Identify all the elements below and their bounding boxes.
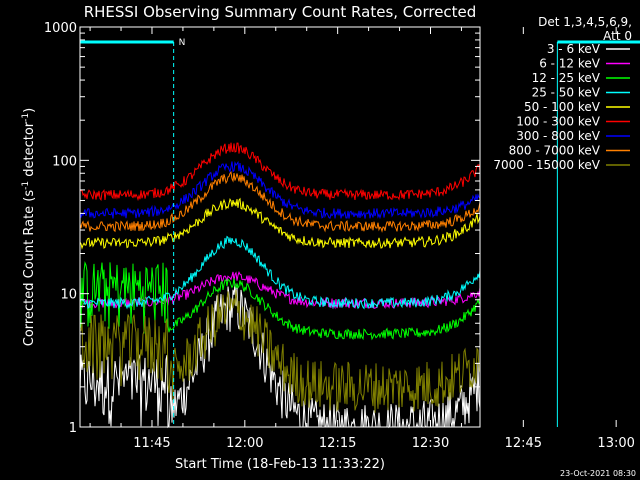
legend-label: 3 - 6 keV xyxy=(547,42,601,56)
legend-label: 50 - 100 keV xyxy=(524,100,601,114)
y-axis-label-sup1: -1 xyxy=(21,181,31,190)
night-label: N xyxy=(179,38,186,48)
y-tick-label: 1000 xyxy=(44,21,77,36)
legend-label: 100 - 300 keV xyxy=(516,115,600,129)
legend-label: 25 - 50 keV xyxy=(532,86,601,100)
plot-frame xyxy=(79,26,481,428)
x-tick-label: 12:30 xyxy=(412,436,449,451)
series-line xyxy=(79,289,481,413)
x-tick-label: 13:00 xyxy=(597,436,634,451)
y-axis-label-main: Corrected Count Rate (s xyxy=(22,190,37,347)
series-line xyxy=(79,283,481,429)
x-tick-label: 11:45 xyxy=(133,436,170,451)
series-line xyxy=(79,160,481,220)
legend-label: 12 - 25 keV xyxy=(532,71,601,85)
series-line xyxy=(79,171,481,233)
legend-label: 300 - 800 keV xyxy=(516,129,600,143)
y-axis-label-mid: detector xyxy=(22,121,37,181)
y-tick-label: 100 xyxy=(52,154,77,169)
chart-title: RHESSI Observing Summary Count Rates, Co… xyxy=(84,3,477,21)
footer-date: 23-Oct-2021 08:30 xyxy=(560,469,636,478)
series-line xyxy=(79,261,481,341)
x-axis-label: Start Time (18-Feb-13 11:33:22) xyxy=(175,457,385,472)
legend-header-line1: Det 1,3,4,5,6,9, xyxy=(538,15,632,29)
axis-ticks: 11:45 12:00 12:15 12:30 12:45 13:00 1 10 100 1000 xyxy=(44,21,635,451)
y-tick-label: 10 xyxy=(60,288,77,303)
x-tick-label: 12:00 xyxy=(226,436,263,451)
legend-label: 6 - 12 keV xyxy=(539,57,601,71)
series-line xyxy=(79,142,481,202)
legend-label: 800 - 7000 keV xyxy=(509,144,601,158)
legend-header-line2: Att 0 xyxy=(603,29,632,43)
series-layer xyxy=(79,142,481,429)
legend-label: 7000 - 15000 keV xyxy=(493,158,600,172)
series-line xyxy=(79,197,481,250)
y-tick-label: 1 xyxy=(69,421,77,436)
series-line xyxy=(79,235,481,310)
y-axis-label-end: ) xyxy=(22,108,37,113)
x-tick-label: 12:45 xyxy=(505,436,542,451)
y-axis-label: Corrected Count Rate (s-1 detector-1) xyxy=(21,108,37,346)
y-axis-label-sup2: -1 xyxy=(21,113,31,122)
x-tick-label: 12:15 xyxy=(319,436,356,451)
